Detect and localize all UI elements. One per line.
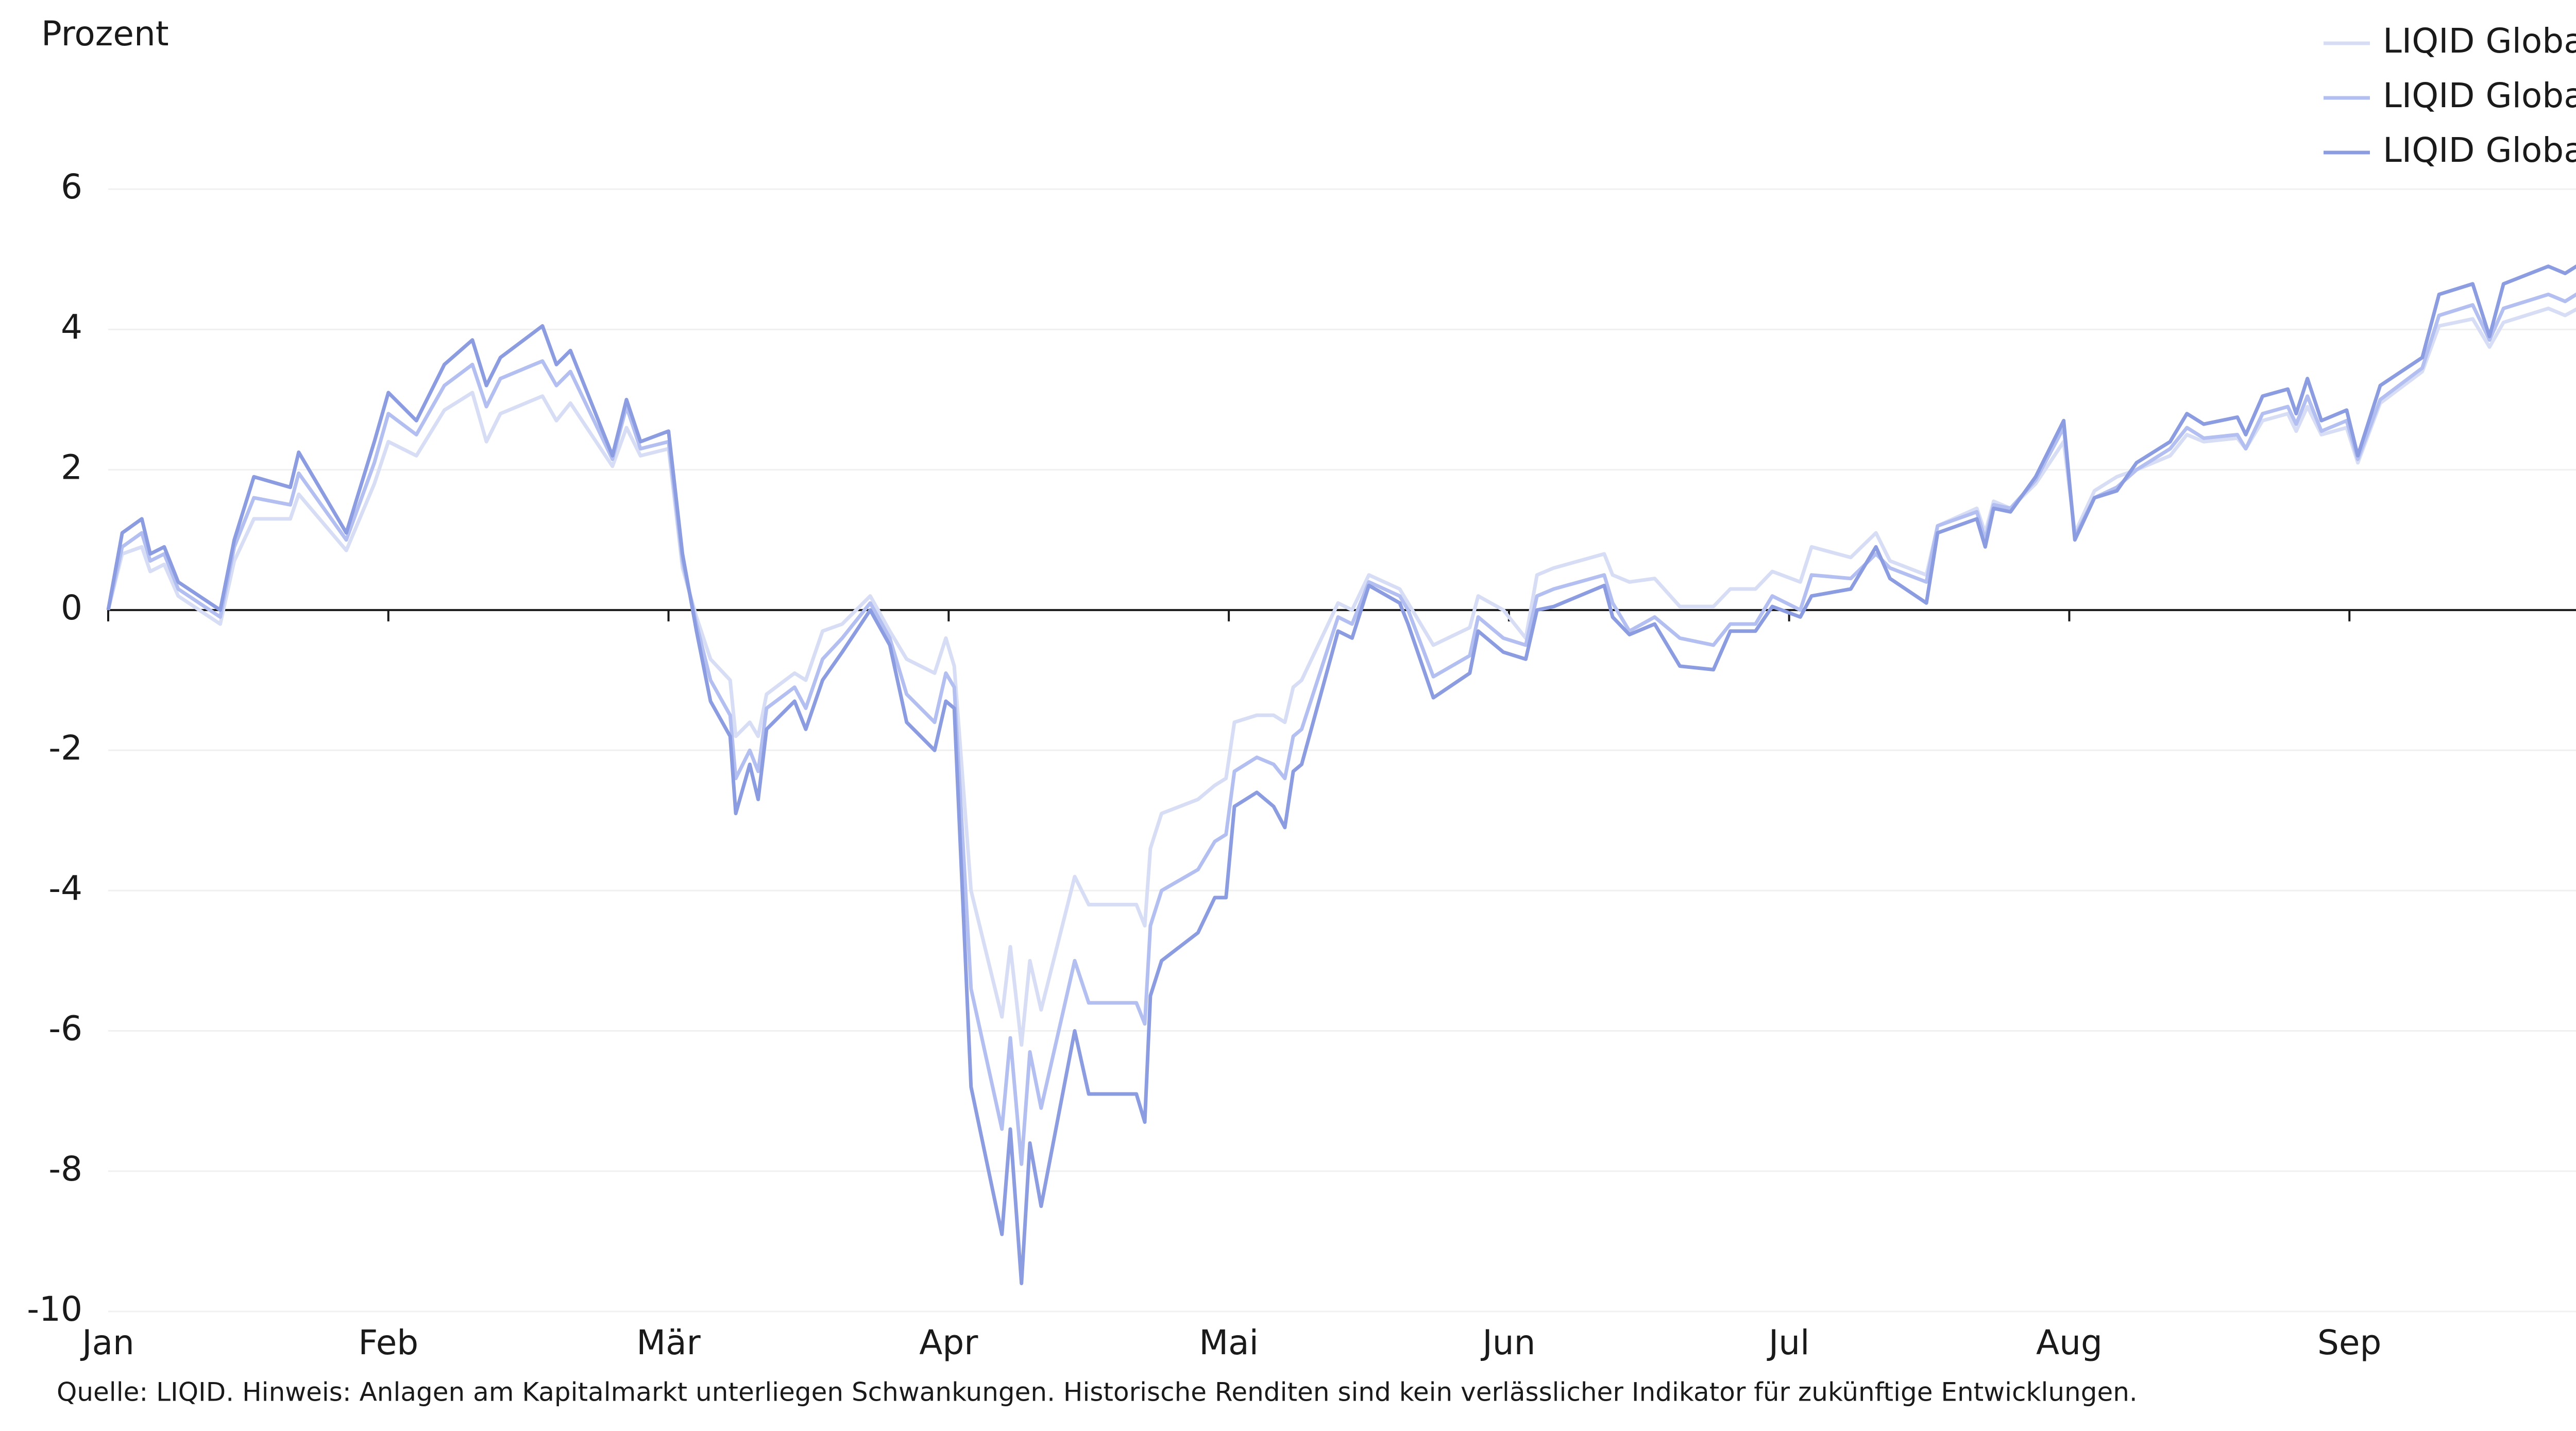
x-tick-label: Jan [80,1323,134,1362]
source-note: Quelle: LIQID. Hinweis: Anlagen am Kapit… [57,1377,2138,1407]
y-tick-label: 4 [61,307,82,347]
x-tick-label: Mär [636,1323,701,1362]
y-tick-label: -10 [27,1289,82,1329]
legend-label: LIQID Global 60 [2383,130,2576,170]
legend-label: LIQID Global 50 [2383,76,2576,115]
y-axis-title: Prozent [41,14,169,54]
series-line [106,292,2576,1166]
y-tick-label: -4 [48,868,82,908]
y-tick-label: 2 [61,448,82,487]
x-tick-label: Jun [1480,1323,1535,1362]
series-line [106,307,2576,1047]
x-tick-label: Feb [358,1323,418,1362]
x-tick-label: Sep [2317,1323,2381,1362]
y-tick-label: 0 [61,588,82,628]
series-line [106,264,2576,1286]
y-tick-label: -2 [48,728,82,768]
x-tick-label: Apr [919,1323,978,1362]
x-tick-label: Jul [1767,1323,1810,1362]
y-tick-label: -8 [48,1149,82,1189]
x-tick-label: Mai [1199,1323,1259,1362]
x-tick-label: Aug [2036,1323,2103,1362]
y-tick-label: 6 [61,167,82,207]
y-tick-label: -6 [48,1009,82,1049]
legend-label: LIQID Global 40 [2383,21,2576,61]
